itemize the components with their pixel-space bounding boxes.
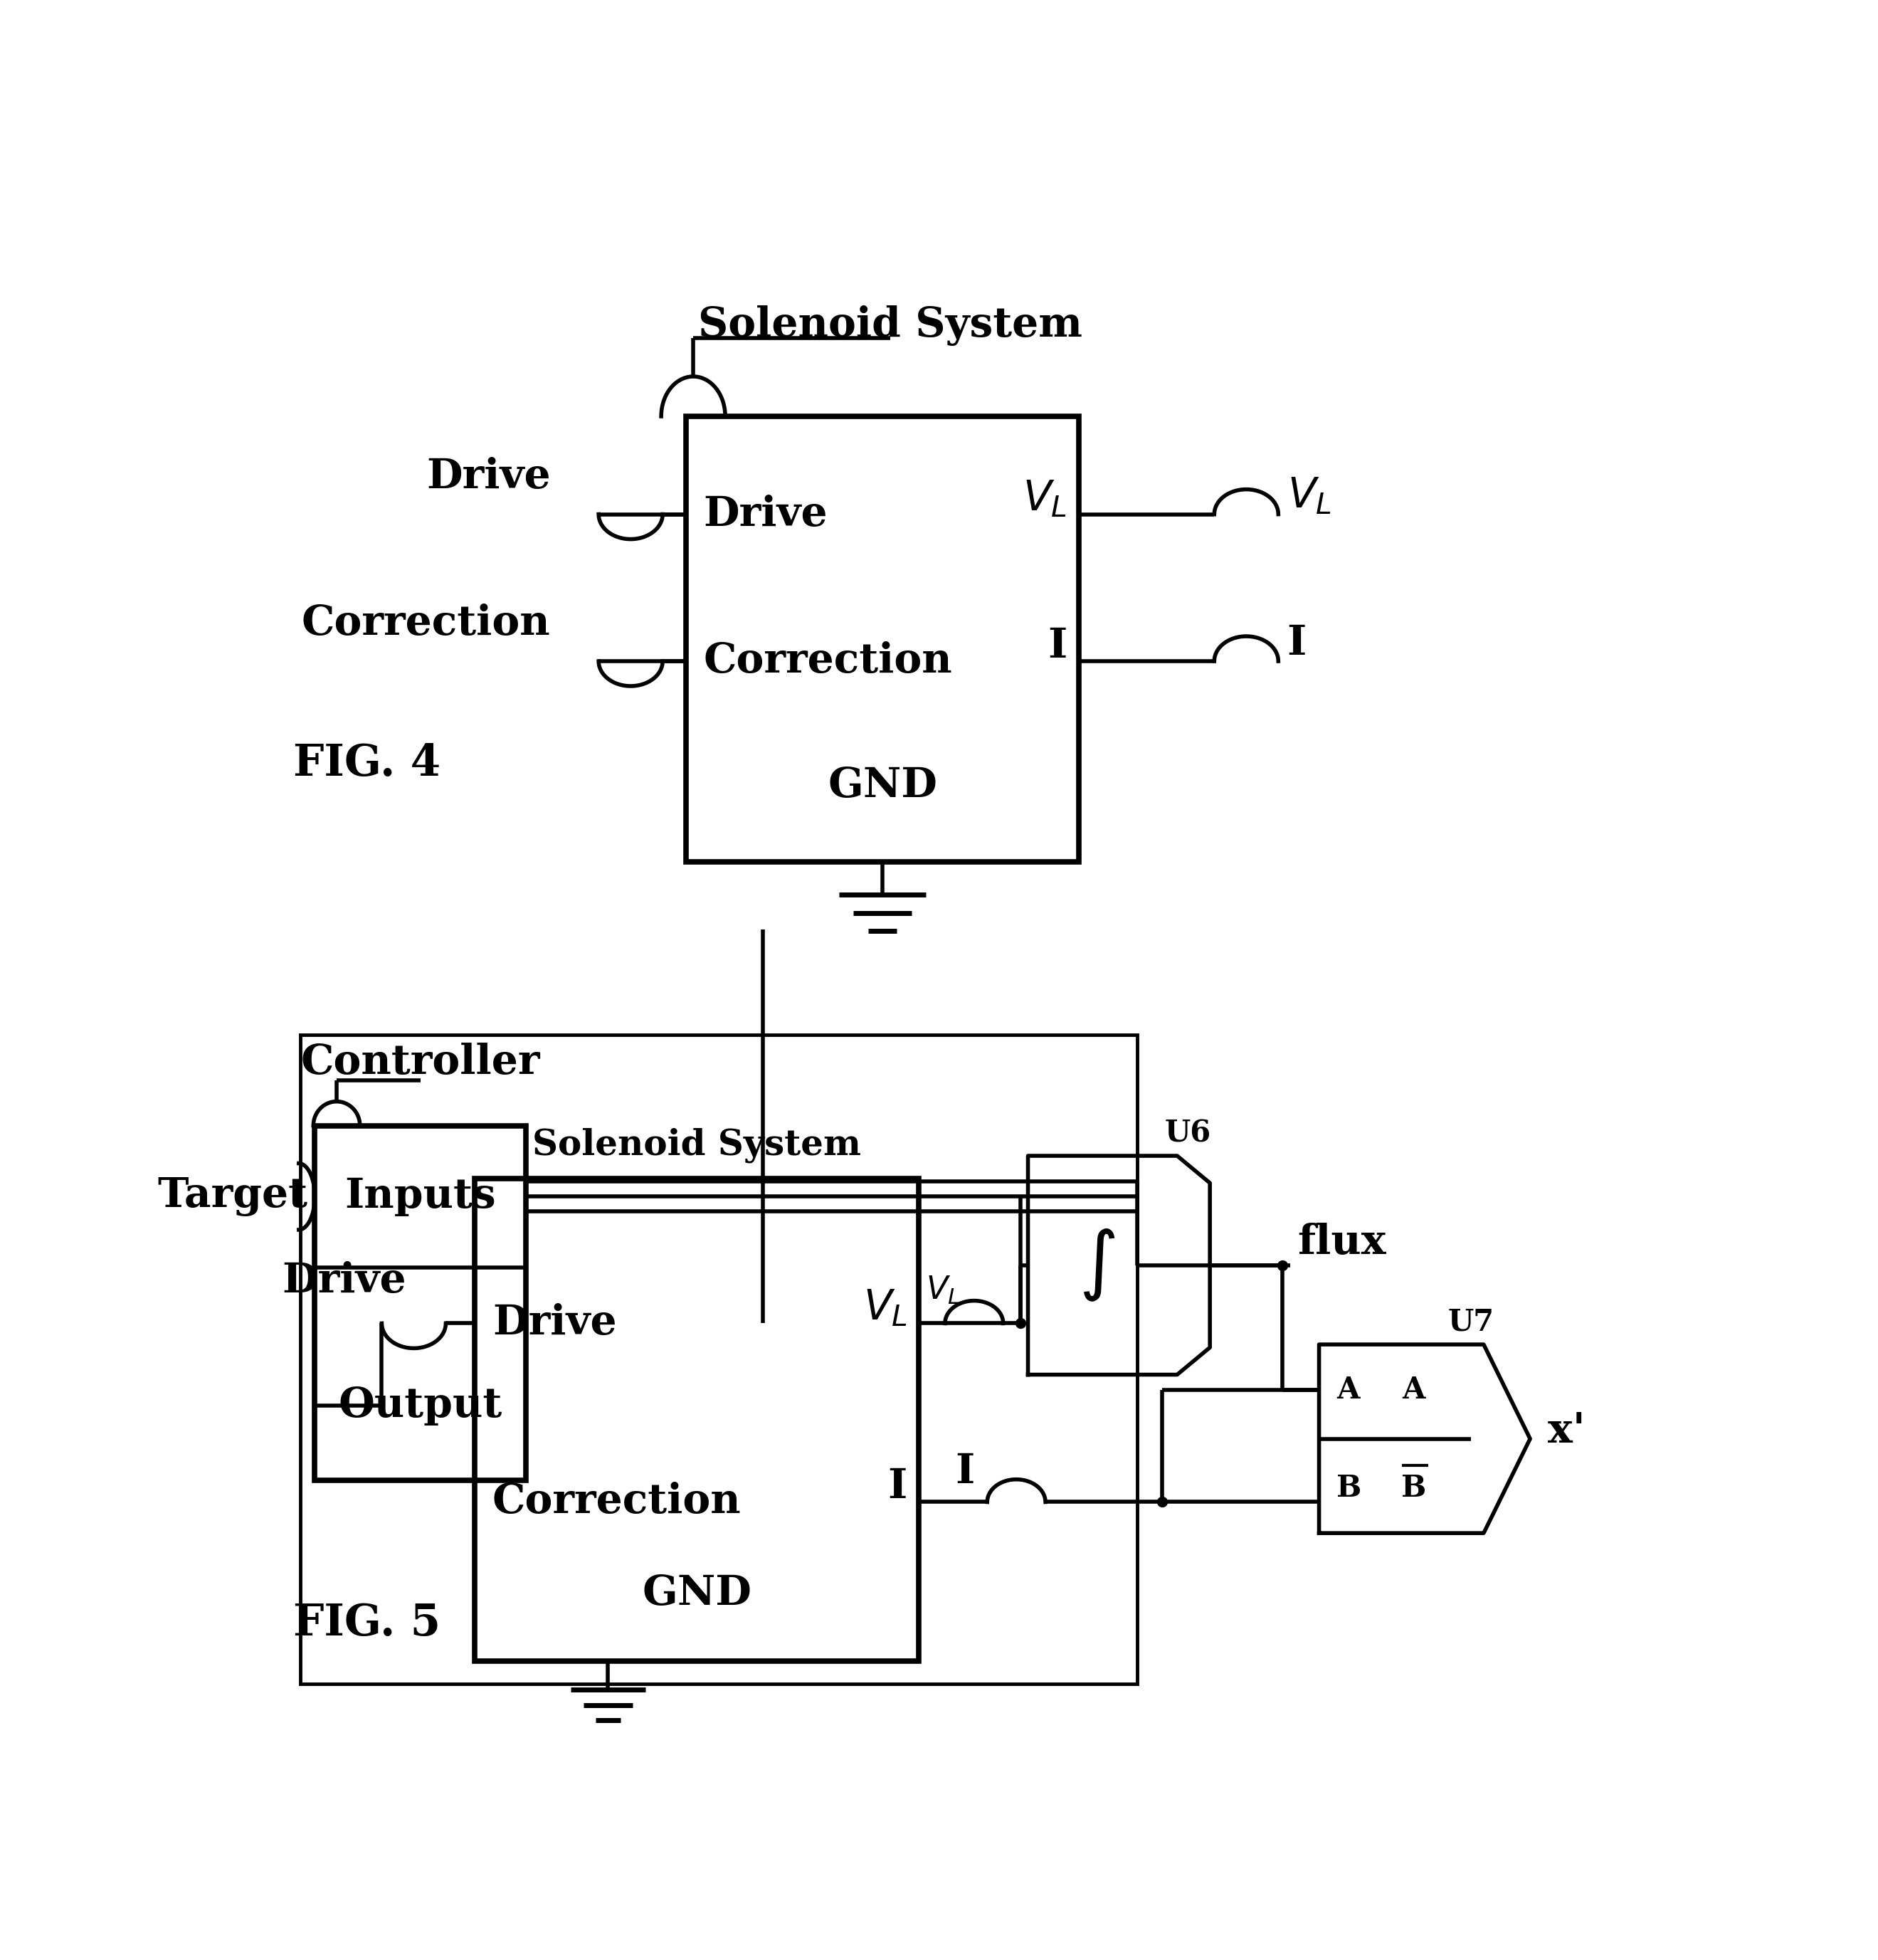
Bar [685, 416, 1078, 862]
Text: Correction: Correction [704, 641, 952, 680]
Text: I: I [956, 1452, 975, 1492]
Text: $V_L$: $V_L$ [1286, 476, 1332, 515]
Text: $V_L$: $V_L$ [1024, 478, 1067, 519]
Text: A: A [1403, 1374, 1425, 1405]
Text: $V_L$: $V_L$ [862, 1288, 907, 1329]
Text: Drive: Drive [704, 494, 828, 535]
Text: Correction: Correction [492, 1482, 742, 1523]
Text: Controller: Controller [300, 1043, 541, 1082]
Text: Target: Target [158, 1176, 308, 1217]
Text: FIG. 4: FIG. 4 [293, 743, 439, 784]
Text: A: A [1337, 1374, 1360, 1405]
Text: Solenoid System: Solenoid System [533, 1127, 862, 1162]
Text: $\int$: $\int$ [1078, 1227, 1116, 1303]
Text: I: I [1048, 625, 1067, 666]
Text: Solenoid System: Solenoid System [699, 306, 1082, 347]
Text: Drive: Drive [492, 1303, 616, 1343]
Text: $V_L$: $V_L$ [926, 1274, 960, 1305]
Text: Correction: Correction [302, 604, 550, 643]
Text: FIG. 5: FIG. 5 [293, 1603, 439, 1644]
Bar [316, 1125, 526, 1480]
Text: I: I [1286, 623, 1307, 662]
Text: GND: GND [828, 766, 937, 806]
Text: GND: GND [642, 1574, 751, 1613]
Text: U7: U7 [1448, 1307, 1495, 1337]
Text: B: B [1337, 1472, 1362, 1503]
Text: x': x' [1547, 1411, 1585, 1450]
Text: U6: U6 [1164, 1119, 1211, 1149]
Text: Output: Output [338, 1386, 501, 1425]
Text: Drive: Drive [282, 1260, 406, 1301]
Text: Drive: Drive [426, 457, 550, 496]
Text: B: B [1401, 1472, 1425, 1503]
Bar [300, 1035, 1136, 1684]
Text: flux: flux [1298, 1223, 1386, 1262]
Text: Inputs: Inputs [346, 1176, 496, 1217]
Text: I: I [888, 1466, 907, 1507]
Bar [475, 1178, 918, 1662]
